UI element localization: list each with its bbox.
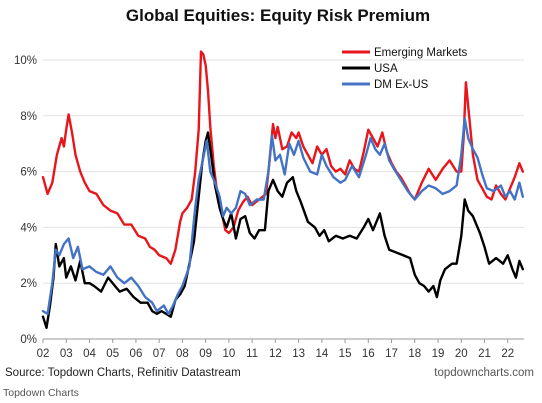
x-tick-label: 21 — [478, 348, 491, 360]
x-tick-label: 07 — [153, 348, 166, 360]
legend-label-emerging-markets: Emerging Markets — [374, 47, 468, 59]
x-tick-label: 16 — [362, 348, 375, 360]
x-tick-label: 12 — [269, 348, 282, 360]
x-tick-label: 14 — [315, 348, 328, 360]
legend: Emerging Markets USA DM Ex-US — [342, 47, 468, 91]
y-axis-ticks: 0% 2% 4% 6% 8% 10% — [14, 55, 37, 346]
y-tick-label: 10% — [14, 55, 37, 67]
grid-lines — [43, 59, 524, 340]
x-tick-label: 22 — [501, 348, 514, 360]
x-tick-label: 20 — [455, 348, 468, 360]
x-tick-label: 06 — [130, 348, 143, 360]
x-tick-label: 09 — [199, 348, 212, 360]
x-tick-label: 10 — [222, 348, 235, 360]
x-tick-label: 08 — [176, 348, 189, 360]
chart-title: Global Equities: Equity Risk Premium — [126, 6, 430, 25]
x-tick-label: 13 — [292, 348, 305, 360]
x-tick-label: 05 — [106, 348, 119, 360]
series-line-usa — [41, 131, 524, 329]
series-line-dm-ex-us — [41, 117, 524, 316]
y-tick-label: 4% — [20, 222, 37, 234]
y-tick-label: 6% — [20, 167, 37, 179]
series-line-emerging-markets — [41, 50, 524, 265]
x-axis-ticks: 02 03 04 05 06 07 08 09 10 11 12 13 14 15 16 17 18 19 20 21… — [37, 339, 514, 360]
x-tick-label: 19 — [432, 348, 445, 360]
legend-label-usa: USA — [374, 63, 398, 75]
brand-label: Topdown Charts — [3, 387, 79, 399]
y-tick-label: 0% — [20, 334, 37, 346]
y-tick-label: 2% — [20, 278, 37, 290]
series-lines — [41, 50, 524, 329]
legend-label-dm-ex-us: DM Ex-US — [374, 79, 429, 91]
source-note: Source: Topdown Charts, Refinitiv Datast… — [5, 367, 241, 379]
x-tick-label: 15 — [339, 348, 352, 360]
y-tick-label: 8% — [20, 111, 37, 123]
x-tick-label: 02 — [37, 348, 50, 360]
website-label: topdowncharts.com — [434, 367, 534, 379]
x-tick-label: 03 — [60, 348, 73, 360]
x-tick-label: 17 — [385, 348, 398, 360]
x-tick-label: 18 — [408, 348, 421, 360]
x-tick-label: 11 — [246, 348, 258, 360]
x-tick-label: 04 — [83, 348, 96, 360]
